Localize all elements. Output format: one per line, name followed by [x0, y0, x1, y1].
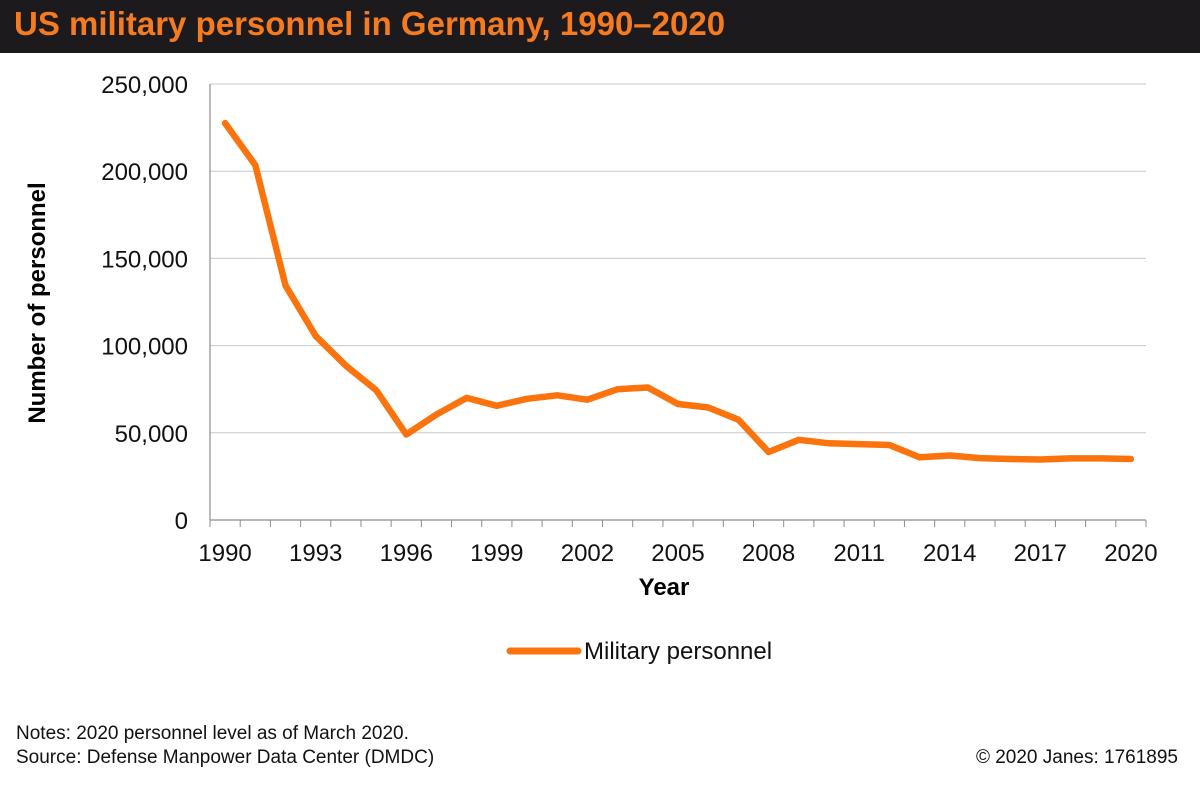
y-tick-label: 100,000	[101, 334, 188, 361]
title-bar: US military personnel in Germany, 1990–2…	[0, 0, 1200, 53]
footnotes: Notes: 2020 personnel level as of March …	[16, 722, 434, 770]
x-tick-label: 1993	[289, 540, 342, 567]
series-group	[221, 119, 1135, 463]
x-tick-label: 2017	[1014, 540, 1067, 567]
y-tick-label: 150,000	[101, 246, 188, 273]
y-tick-labels: 0 50,000 100,000 150,000 200,000 250,000	[101, 72, 188, 535]
x-tick-label: 2014	[923, 540, 976, 567]
x-tick-label: 2008	[742, 540, 795, 567]
notes-text: Notes: 2020 personnel level as of March …	[16, 723, 409, 744]
legend-label: Military personnel	[584, 638, 772, 665]
y-tick-label: 0	[175, 508, 188, 535]
x-tick-label: 1996	[380, 540, 433, 567]
y-tick-label: 250,000	[101, 72, 188, 99]
series-line-military-personnel	[221, 119, 1135, 463]
copyright: © 2020 Janes: 1761895	[975, 747, 1178, 768]
y-tick-label: 200,000	[101, 159, 188, 186]
x-tick-label: 1990	[198, 540, 251, 567]
x-tick-label: 2005	[651, 540, 704, 567]
x-tick-label: 1999	[470, 540, 523, 567]
legend: Military personnel	[506, 638, 772, 665]
y-tick-label: 50,000	[115, 421, 188, 448]
x-tick-label: 2002	[561, 540, 614, 567]
x-tick-label: 2011	[833, 540, 885, 567]
x-axis-label: Year	[639, 574, 690, 601]
source-text: Source: Defense Manpower Data Center (DM…	[16, 747, 435, 768]
x-tick-label: 2020	[1104, 540, 1157, 567]
axes	[209, 84, 1147, 527]
gridlines	[210, 83, 1146, 434]
y-axis-label: Number of personnel	[24, 182, 51, 423]
chart-title: US military personnel in Germany, 1990–2…	[14, 5, 726, 42]
x-tick-labels: 1990 1993 1996 1999 2002 2005 2008 2011 2014 2017…	[198, 540, 1157, 567]
